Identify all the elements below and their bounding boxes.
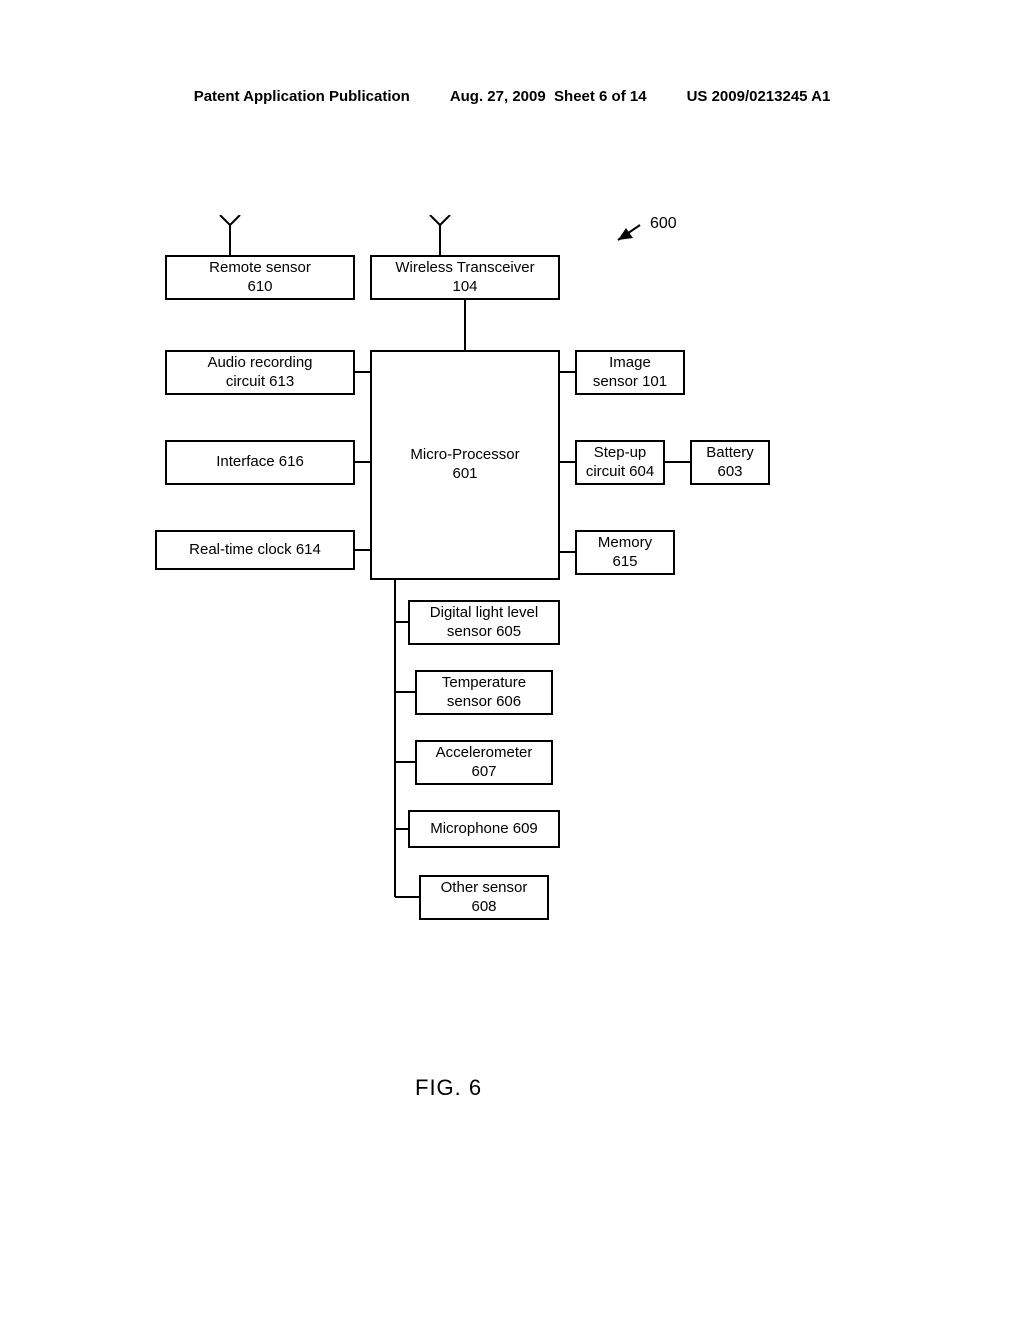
accel-num: 607 [471,763,496,782]
rtc-box: Real-time clock 614 [155,530,355,570]
stepup-num: circuit 604 [586,463,654,482]
battery-label: Battery [706,444,754,463]
interface-label: Interface 616 [216,453,304,472]
light-label: Digital light level [430,604,538,623]
accel-label: Accelerometer [436,744,533,763]
memory-num: 615 [612,553,637,572]
battery-box: Battery 603 [690,440,770,485]
interface-box: Interface 616 [165,440,355,485]
remote-sensor-num: 610 [247,278,272,297]
mic-box: Microphone 609 [408,810,560,848]
audio-num: circuit 613 [226,373,294,392]
light-box: Digital light level sensor 605 [408,600,560,645]
micro-num: 601 [452,465,477,484]
memory-box: Memory 615 [575,530,675,575]
other-label: Other sensor [441,879,528,898]
battery-num: 603 [717,463,742,482]
audio-box: Audio recording circuit 613 [165,350,355,395]
wireless-label: Wireless Transceiver [395,259,534,278]
antenna-remote-icon [215,215,245,255]
stepup-label: Step-up [594,444,647,463]
other-num: 608 [471,898,496,917]
wireless-num: 104 [452,278,477,297]
antenna-wireless-icon [425,215,455,255]
block-diagram: 600 Remote sensor 610 Wir [0,0,1024,1320]
ref-number: 600 [650,215,677,233]
remote-sensor-label: Remote sensor [209,259,311,278]
image-box: Image sensor 101 [575,350,685,395]
stepup-box: Step-up circuit 604 [575,440,665,485]
light-num: sensor 605 [447,623,521,642]
figure-label: FIG. 6 [415,1075,482,1101]
rtc-label: Real-time clock 614 [189,541,321,560]
connectors [0,0,1024,1320]
image-num: sensor 101 [593,373,667,392]
other-box: Other sensor 608 [419,875,549,920]
memory-label: Memory [598,534,652,553]
remote-sensor-box: Remote sensor 610 [165,255,355,300]
mic-label: Microphone 609 [430,820,538,839]
accel-box: Accelerometer 607 [415,740,553,785]
temp-num: sensor 606 [447,693,521,712]
temp-label: Temperature [442,674,526,693]
micro-label: Micro-Processor [410,446,519,465]
temp-box: Temperature sensor 606 [415,670,553,715]
image-label: Image [609,354,651,373]
wireless-box: Wireless Transceiver 104 [370,255,560,300]
ref-arrow-icon [0,0,1024,1320]
audio-label: Audio recording [207,354,312,373]
micro-box: Micro-Processor 601 [370,350,560,580]
